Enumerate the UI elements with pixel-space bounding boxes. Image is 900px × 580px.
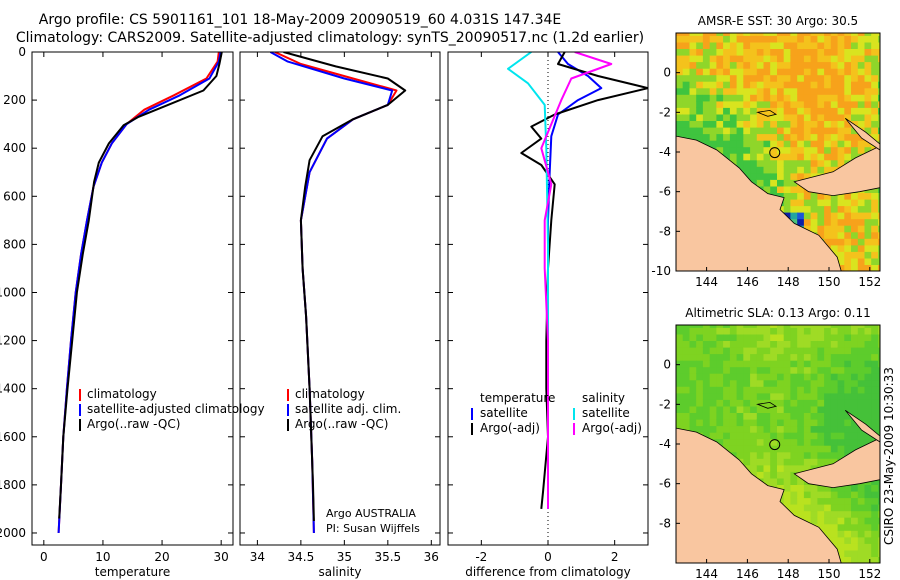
map-title: Altimetric SLA: 0.13 Argo: 0.11	[685, 306, 870, 320]
map-x-tick-label: 152	[858, 275, 881, 289]
y-tick-label: 1600	[0, 430, 26, 444]
x-tick-label: 20	[154, 550, 169, 564]
legend-label: Argo(-adj)	[582, 421, 642, 435]
credit-annotation: Argo AUSTRALIA	[326, 507, 416, 520]
legend-group-heading: salinity	[582, 391, 625, 405]
land-mass-new-guinea	[676, 135, 842, 271]
series-line-2-1	[274, 52, 398, 534]
x-tick-label: -2	[475, 550, 487, 564]
legend-label: Argo(-adj)	[480, 421, 540, 435]
y-tick-label: 400	[3, 141, 26, 155]
x-tick-label: 35.5	[374, 550, 401, 564]
y-tick-label: 200	[3, 93, 26, 107]
x-tick-label: 34.5	[288, 550, 315, 564]
map-y-tick-label: 0	[663, 358, 671, 372]
series-line-3-2	[520, 52, 648, 510]
map-x-tick-label: 148	[777, 567, 800, 580]
map-x-tick-label: 148	[777, 275, 800, 289]
land-mass-manus	[756, 401, 778, 409]
series-line-2-2	[269, 52, 394, 534]
series-line-3-4	[540, 52, 613, 509]
map-y-tick-label: -2	[659, 397, 671, 411]
y-tick-label: 800	[3, 237, 26, 251]
map-x-tick-label: 150	[818, 275, 841, 289]
legend-label: climatology	[87, 387, 157, 401]
legend-label: climatology	[295, 387, 365, 401]
x-tick-label: 36	[424, 550, 439, 564]
y-tick-label: 1200	[0, 334, 26, 348]
map-panel-2: Altimetric SLA: 0.13 Argo: 0.11 144 146 148…	[659, 306, 881, 580]
map-y-tick-label: -6	[659, 185, 671, 199]
map-panel-1: AMSR-E SST: 30 Argo: 30.5 144 146 148 150 152…	[651, 14, 881, 289]
y-tick-label: 1400	[0, 382, 26, 396]
map-x-tick-label: 144	[695, 567, 718, 580]
legend-group-heading: temperature	[480, 391, 555, 405]
map-field	[676, 33, 880, 271]
series-line-3-1	[547, 52, 603, 293]
y-tick-label: 0	[18, 45, 26, 59]
land-mass-new-britain	[793, 145, 880, 197]
land-mass-new-ireland	[844, 409, 880, 443]
panel-frame	[31, 51, 234, 546]
map-title: AMSR-E SST: 30 Argo: 30.5	[698, 14, 858, 28]
series-line-1-2	[57, 52, 222, 534]
argo-float-marker	[769, 147, 781, 159]
y-tick-label: 600	[3, 189, 26, 203]
panel-frame	[239, 51, 441, 546]
map-y-tick-label: 0	[663, 66, 671, 80]
x-tick-label: 2	[611, 550, 619, 564]
legend-label: Argo(..raw -QC)	[87, 417, 180, 431]
legend-label: satellite adj. clim.	[295, 402, 401, 416]
timestamp-stamp: CSIRO 23-May-2009 10:30:33	[882, 367, 896, 545]
chart-title-line2: Climatology: CARS2009. Satellite-adjuste…	[15, 30, 645, 46]
map-y-tick-label: -2	[659, 105, 671, 119]
y-tick-label: 1800	[0, 478, 26, 492]
x-tick-label: 0	[40, 550, 48, 564]
x-tick-label: 30	[214, 550, 229, 564]
y-tick-label: 1000	[0, 285, 26, 299]
land-mass-new-ireland	[844, 117, 880, 151]
legend-label: satellite	[480, 406, 528, 420]
x-tick-label: 10	[95, 550, 110, 564]
x-axis-label: salinity	[318, 565, 361, 579]
chart-title-line1: Argo profile: CS 5901161_101 18-May-2009…	[38, 12, 562, 28]
map-x-tick-label: 152	[858, 567, 881, 580]
map-y-tick-label: -8	[659, 516, 671, 530]
map-y-tick-label: -6	[659, 477, 671, 491]
map-x-tick-label: 150	[818, 567, 841, 580]
map-y-tick-label: -8	[659, 224, 671, 238]
series-line-2-3	[283, 52, 407, 522]
y-tick-label: 2000	[0, 526, 26, 540]
profile-panel-1: 0 10 20 30 temperature 0 200 400 600 800 1000 1200 1…	[0, 45, 265, 579]
series-line-1-1	[57, 52, 220, 534]
x-tick-label: 0	[544, 550, 552, 564]
land-mass-new-guinea	[676, 427, 842, 563]
x-tick-label: 34	[250, 550, 265, 564]
profile-panel-2: 34 34.5 35 35.5 36 salinity climatologysatelli…	[239, 51, 441, 579]
land-mass-new-britain	[793, 437, 880, 489]
map-x-tick-label: 146	[736, 567, 759, 580]
x-axis-label: temperature	[95, 565, 170, 579]
series-line-1-3	[58, 52, 223, 519]
legend-label: Argo(..raw -QC)	[295, 417, 388, 431]
legend-label: satellite	[582, 406, 630, 420]
map-field	[676, 325, 880, 563]
land-mass-manus	[756, 109, 778, 117]
map-y-tick-label: -10	[651, 264, 671, 278]
x-axis-label: difference from climatology	[465, 565, 631, 579]
map-x-tick-label: 144	[695, 275, 718, 289]
legend-label: satellite-adjusted climatology	[87, 402, 265, 416]
map-y-tick-label: -4	[659, 145, 671, 159]
map-y-tick-label: -4	[659, 437, 671, 451]
x-tick-label: 35	[337, 550, 352, 564]
map-x-tick-label: 146	[736, 275, 759, 289]
argo-float-marker	[769, 439, 781, 451]
credit-annotation: PI: Susan Wijffels	[326, 522, 420, 535]
